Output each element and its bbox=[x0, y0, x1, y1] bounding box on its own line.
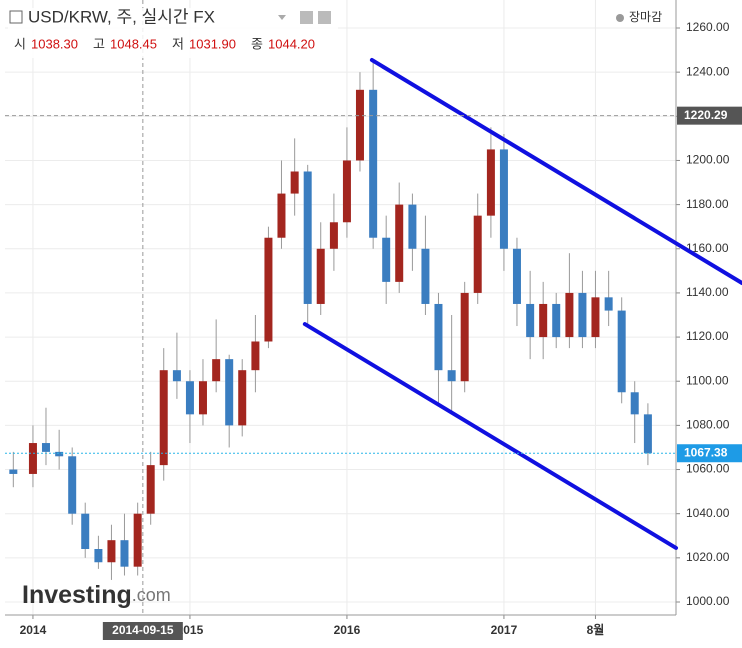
settings-icon[interactable] bbox=[300, 11, 313, 24]
candle-body bbox=[159, 370, 168, 466]
candle-body bbox=[630, 392, 639, 415]
ohlc-value: 1038.30 bbox=[31, 36, 78, 51]
candle-body bbox=[329, 222, 338, 249]
candle-body bbox=[146, 465, 155, 514]
crosshair-x-label: 2014-09-15 bbox=[112, 623, 174, 637]
candle-body bbox=[408, 204, 417, 249]
candle-body bbox=[68, 456, 77, 514]
ohlc-label: 시 bbox=[14, 36, 26, 51]
candle-body bbox=[303, 171, 312, 304]
candle-body bbox=[460, 292, 469, 382]
y-tick-label: 1100.00 bbox=[686, 373, 729, 387]
candle-body bbox=[107, 540, 116, 563]
candle-body bbox=[355, 89, 364, 161]
status: 장마감 bbox=[629, 10, 662, 24]
candle-body bbox=[643, 414, 652, 454]
candle-body bbox=[316, 248, 325, 304]
candle-body bbox=[212, 359, 221, 382]
candle-body bbox=[28, 443, 37, 474]
crosshair-y-box bbox=[677, 106, 742, 125]
candles bbox=[9, 61, 652, 580]
candle-body bbox=[604, 297, 613, 311]
crosshair-x-box bbox=[102, 622, 183, 640]
dropdown[interactable] bbox=[278, 15, 286, 20]
y-tick-label: 1080.00 bbox=[686, 418, 730, 432]
y-tick-label: 1140.00 bbox=[686, 285, 729, 299]
candle-body bbox=[591, 297, 600, 338]
trend-line bbox=[369, 58, 742, 285]
candle-body bbox=[264, 237, 273, 342]
y-tick-label: 1060.00 bbox=[686, 462, 730, 476]
x-tick-label: 2017 bbox=[491, 623, 518, 637]
settings-icon[interactable] bbox=[318, 11, 331, 24]
watermark-suffix: .com bbox=[132, 585, 171, 605]
watermark-brand: Investing bbox=[22, 581, 132, 609]
ohlc-label: 고 bbox=[93, 36, 105, 51]
last-price-box bbox=[677, 444, 742, 463]
ohlc-value: 1044.20 bbox=[268, 36, 315, 51]
candle-body bbox=[81, 513, 90, 550]
y-tick-label: 1240.00 bbox=[686, 64, 730, 78]
y-tick-label: 1180.00 bbox=[686, 197, 729, 211]
candle-body bbox=[434, 303, 443, 371]
candle-body bbox=[198, 381, 207, 415]
candle-body bbox=[512, 248, 521, 304]
candle-body bbox=[172, 370, 181, 382]
candle-body bbox=[578, 292, 587, 338]
candle-body bbox=[55, 451, 64, 457]
candle-body bbox=[133, 513, 142, 567]
ohlc-value: 1031.90 bbox=[189, 36, 236, 51]
y-tick-label: 1260.00 bbox=[686, 20, 730, 34]
candle-body bbox=[41, 443, 50, 452]
y-tick-label: 1120.00 bbox=[686, 329, 729, 343]
y-tick-label: 1000.00 bbox=[686, 594, 730, 608]
y-tick-label: 1200.00 bbox=[686, 153, 730, 167]
candle-body bbox=[421, 248, 430, 304]
candle-body bbox=[342, 160, 351, 223]
candle-body bbox=[225, 359, 234, 426]
plot-area: 1000.00 1020.00 1040.00 1060.00 1080.00 1100.… bbox=[5, 0, 742, 640]
status-dot bbox=[616, 14, 624, 22]
x-tick-label: 2015 bbox=[177, 623, 204, 637]
candle-body bbox=[382, 237, 391, 282]
watermark: Investing.com bbox=[22, 581, 171, 609]
candle-body bbox=[185, 381, 194, 415]
collapse-icon[interactable] bbox=[9, 10, 23, 24]
candle-body bbox=[617, 310, 626, 393]
candle-body bbox=[9, 469, 18, 474]
candle-body bbox=[499, 149, 508, 249]
ohlc-value: 1048.45 bbox=[110, 36, 157, 51]
y-tick-label: 1020.00 bbox=[686, 550, 730, 564]
symbol-title: USD/KRW, 주, 실시간 FX bbox=[28, 7, 215, 26]
candle-body bbox=[94, 549, 103, 563]
y-tick-label: 1040.00 bbox=[686, 506, 730, 520]
candle-body bbox=[277, 193, 286, 238]
candle-body bbox=[369, 89, 378, 238]
last-price-label: 1067.38 bbox=[684, 445, 728, 459]
x-tick-label: 2016 bbox=[334, 623, 361, 637]
x-tick-label: 2014 bbox=[20, 623, 47, 637]
candle-body bbox=[552, 303, 561, 338]
candle-body bbox=[539, 303, 548, 338]
candle-body bbox=[395, 204, 404, 282]
candle-body bbox=[486, 149, 495, 216]
x-tick-label: 8월 bbox=[587, 622, 605, 637]
candle-body bbox=[120, 540, 129, 567]
candle-body bbox=[565, 292, 574, 338]
candle-body bbox=[238, 370, 247, 426]
ohlc-label: 저 bbox=[172, 36, 184, 51]
candle-body bbox=[251, 341, 260, 371]
crosshair-y-label: 1220.29 bbox=[684, 108, 728, 122]
candle-body bbox=[473, 215, 482, 293]
y-tick-label: 1160.00 bbox=[686, 241, 729, 255]
candle-body bbox=[447, 370, 456, 382]
candle-body bbox=[290, 171, 299, 194]
candle-body bbox=[526, 303, 535, 338]
ohlc-label: 종 bbox=[251, 36, 263, 51]
trend-line bbox=[302, 322, 678, 550]
ohlc-row: 시 1038.30 고 1048.45 저 1031.90 종 1044.20 bbox=[14, 36, 315, 51]
